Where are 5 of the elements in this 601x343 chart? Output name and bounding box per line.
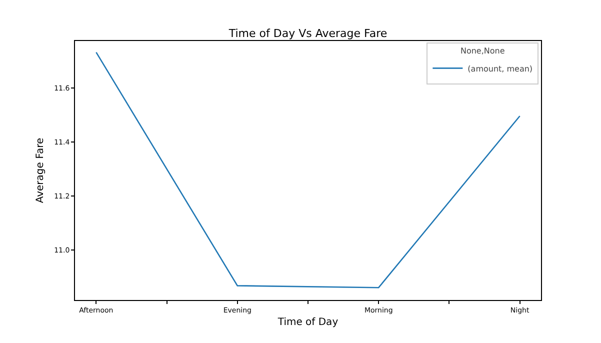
legend-title: None,None: [460, 46, 505, 56]
chart-title: Time of Day Vs Average Fare: [228, 27, 388, 40]
x-axis-title: Time of Day: [276, 316, 338, 328]
y-axis-title: Average Fare: [35, 138, 46, 204]
legend-label: (amount, mean): [468, 64, 533, 74]
